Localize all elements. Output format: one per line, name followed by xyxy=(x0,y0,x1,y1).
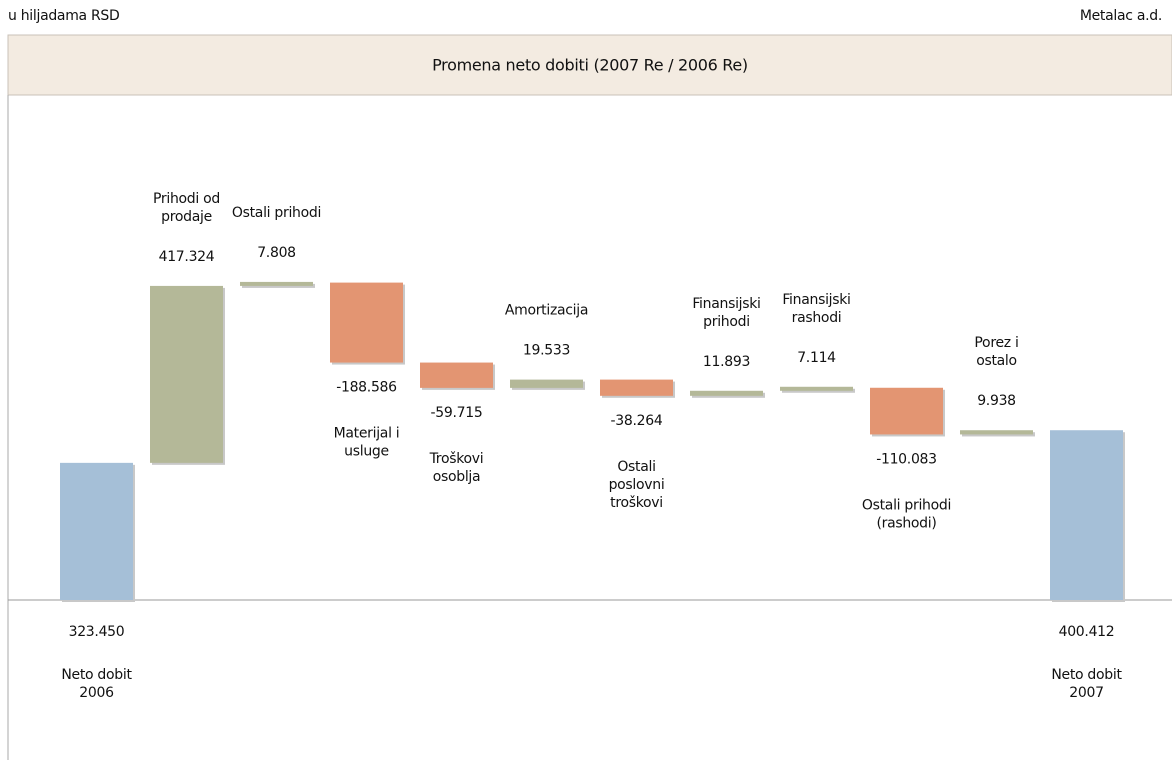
value-label: 9.938 xyxy=(977,393,1016,409)
bar xyxy=(1050,430,1123,600)
category-label: Finansijski rashodi xyxy=(782,292,850,326)
category-label: Porez i ostalo xyxy=(974,335,1018,369)
title-band xyxy=(7,34,1172,96)
category-line: Ostali xyxy=(617,459,655,475)
category-label: Neto dobit 2007 xyxy=(1051,667,1122,701)
value-label: -188.586 xyxy=(336,380,397,396)
unit-note: u hiljadama RSD xyxy=(8,8,119,24)
category-label: Ostali prihodi (rashodi) xyxy=(862,497,951,531)
category-label: Ostali prihodi xyxy=(232,205,321,221)
bar xyxy=(780,386,853,391)
category-label: Finansijski prihodi xyxy=(692,296,760,330)
category-line: Porez i xyxy=(974,335,1018,351)
category-line: 2006 xyxy=(79,685,114,701)
bar xyxy=(420,362,493,388)
value-label: -110.083 xyxy=(876,451,937,467)
category-line: Neto dobit xyxy=(1051,667,1122,683)
category-label: Materijal i usluge xyxy=(334,426,400,460)
value-label: 400.412 xyxy=(1059,624,1115,640)
bar xyxy=(240,281,313,286)
category-line: rashodi xyxy=(792,310,842,326)
category-line: Amortizacija xyxy=(505,303,588,319)
bar xyxy=(690,390,763,396)
bar xyxy=(60,462,133,600)
category-line: Ostali prihodi xyxy=(232,205,321,221)
category-label: Ostali poslovni troškovi xyxy=(609,459,665,511)
category-line: Troškovi xyxy=(429,451,484,467)
category-line: ostalo xyxy=(976,353,1017,369)
value-label: 7.114 xyxy=(797,350,836,366)
category-label: Amortizacija xyxy=(505,303,588,319)
company: Metalac a.d. xyxy=(1080,8,1162,24)
category-line: Materijal i xyxy=(334,426,400,442)
category-line: (rashodi) xyxy=(876,515,936,531)
category-line: prodaje xyxy=(161,209,212,225)
value-label: 323.450 xyxy=(69,624,125,640)
value-label: 417.324 xyxy=(159,249,215,265)
category-line: usluge xyxy=(344,444,389,460)
bar xyxy=(600,379,673,396)
category-line: Finansijski xyxy=(782,292,850,308)
bar xyxy=(870,387,943,435)
category-line: poslovni xyxy=(609,477,665,493)
category-line: osoblja xyxy=(433,469,481,485)
category-label: Neto dobit 2006 xyxy=(61,667,132,701)
category-label: Troškovi osoblja xyxy=(429,451,484,485)
value-label: -38.264 xyxy=(611,413,663,429)
category-line: 2007 xyxy=(1069,685,1103,701)
value-label: 19.533 xyxy=(523,343,570,359)
category-line: Prihodi od xyxy=(153,191,220,207)
category-line: troškovi xyxy=(610,495,663,511)
category-line: Ostali prihodi xyxy=(862,497,951,513)
chart-title: Promena neto dobiti (2007 Re / 2006 Re) xyxy=(432,56,748,75)
bar xyxy=(510,379,583,388)
bar xyxy=(330,282,403,363)
category-line: prihodi xyxy=(703,314,750,330)
bar xyxy=(960,430,1033,435)
category-line: Finansijski xyxy=(692,296,760,312)
value-label: -59.715 xyxy=(431,405,483,421)
bar xyxy=(150,285,223,463)
category-label: Prihodi od prodaje xyxy=(153,191,220,225)
value-label: 7.808 xyxy=(257,245,296,261)
value-label: 11.893 xyxy=(703,354,750,370)
category-line: Neto dobit xyxy=(61,667,132,683)
